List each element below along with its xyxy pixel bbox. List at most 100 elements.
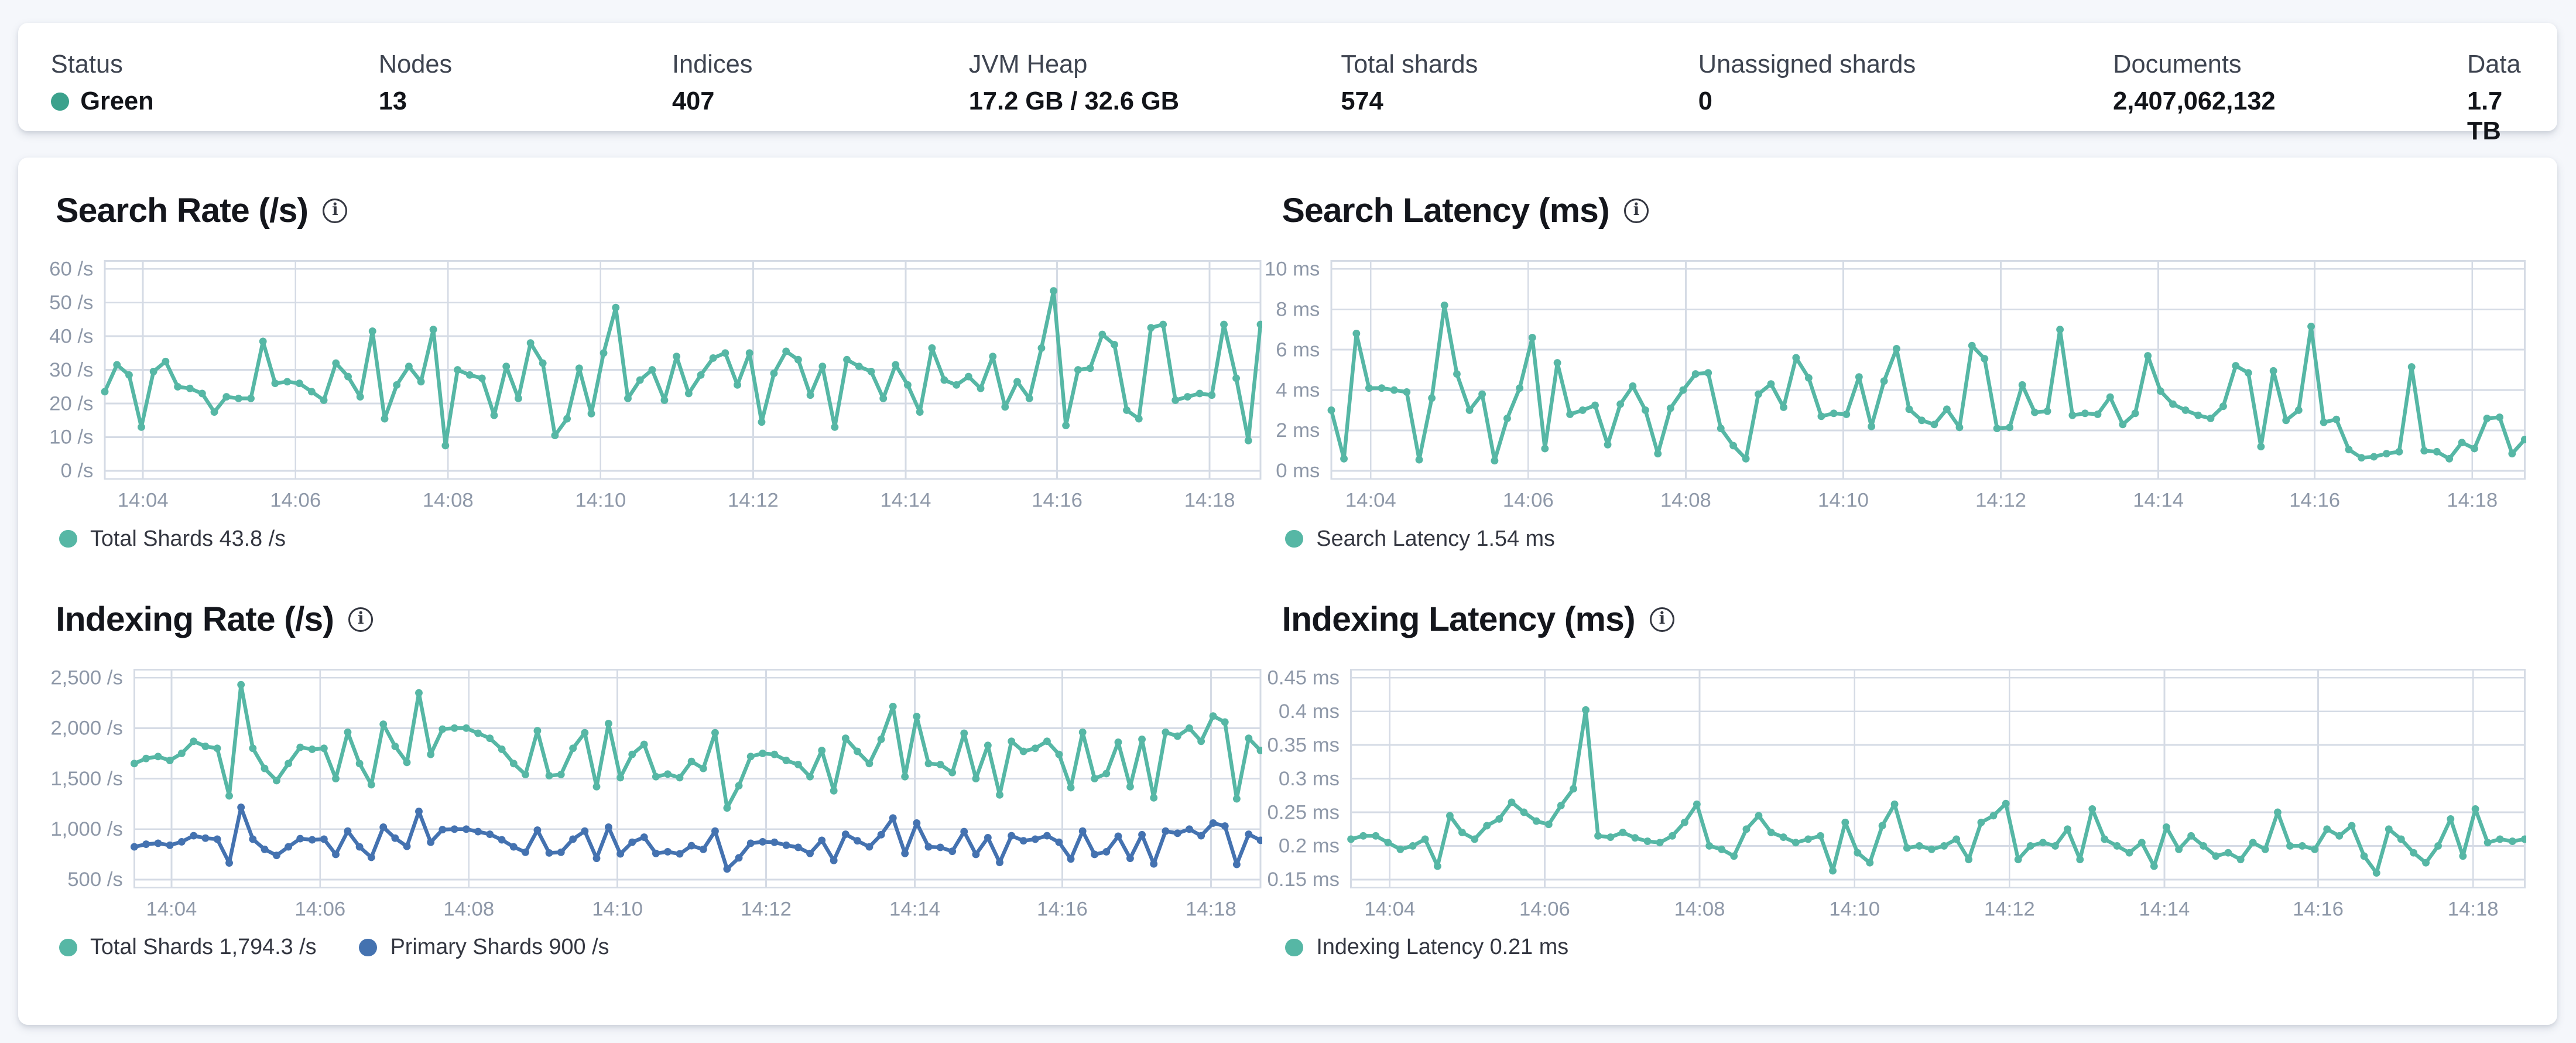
- cluster-overview-bar: Status Green Nodes 13 Indices 407 JVM Heap 17.2…: [18, 23, 2557, 145]
- info-icon[interactable]: i: [1623, 198, 1649, 223]
- y-axis-tick-label: 0.15 ms: [1267, 868, 1339, 891]
- legend-item-primary-shards-900-s[interactable]: Primary Shards 900 /s: [359, 935, 609, 960]
- stat-nodes: Nodes 13: [379, 50, 672, 117]
- stat-label: Unassigned shards: [1698, 50, 1916, 78]
- legend-item-search-latency-1-54-ms[interactable]: Search Latency 1.54 ms: [1285, 526, 1555, 552]
- y-axis-tick-label: 1,500 /s: [51, 768, 123, 790]
- stat-data: Data 1.7 TB: [2467, 50, 2521, 146]
- stat-value: 17.2 GB / 32.6 GB: [968, 87, 1180, 116]
- x-axis-tick-label: 14:16: [2293, 898, 2344, 917]
- legend-label: Search Latency 1.54 ms: [1316, 526, 1555, 551]
- chart-legend: Search Latency 1.54 ms: [1285, 526, 2526, 552]
- x-axis-tick-label: 14:04: [146, 898, 197, 917]
- legend-label: Total Shards 43.8 /s: [90, 526, 286, 551]
- x-axis-tick-label: 14:18: [1186, 898, 1236, 917]
- series-line-search-latency: [1329, 303, 2527, 463]
- search-latency-ms-plot[interactable]: 0 ms 2 ms 4 ms 6 ms 8 ms 10 ms 14:04 14:06 14:08…: [1264, 256, 2529, 511]
- stat-unassigned-shards: Unassigned shards 0: [1698, 50, 2113, 117]
- stat-label: Indices: [672, 50, 753, 78]
- x-axis-tick-label: 14:10: [1818, 489, 1869, 508]
- chart-title-row: Search Latency (ms) i: [1282, 189, 2526, 233]
- stat-value: 1.7 TB: [2467, 87, 2503, 145]
- charts-grid: Search Rate (/s) i 0 /s 10 /s 20 /s 30 /s 40 /…: [39, 189, 2529, 960]
- indexing-rate-s-plot[interactable]: 500 /s 1,000 /s 1,500 /s 2,000 /s 2,500 /s 14…: [39, 665, 1265, 920]
- search-rate-s-plot[interactable]: 0 /s 10 /s 20 /s 30 /s 40 /s 50 /s 60 /s 14:04 1…: [39, 256, 1265, 511]
- legend-label: Indexing Latency 0.21 ms: [1316, 935, 1569, 960]
- y-axis-tick-label: 10 ms: [1266, 258, 1320, 280]
- legend-item-total-shards-1-794-3-s[interactable]: Total Shards 1,794.3 /s: [59, 935, 317, 960]
- x-axis-tick-label: 14:04: [1345, 489, 1396, 508]
- y-axis-tick-label: 2 ms: [1276, 419, 1320, 442]
- x-axis-tick-label: 14:12: [1975, 489, 2026, 508]
- chart-legend: Indexing Latency 0.21 ms: [1285, 935, 2526, 960]
- x-axis-tick-label: 14:16: [2289, 489, 2340, 508]
- y-axis-tick-label: 0.25 ms: [1267, 801, 1339, 823]
- series-line-indexing-latency: [1348, 707, 2527, 875]
- x-axis-tick-label: 14:08: [423, 489, 474, 508]
- legend-item-indexing-latency-0-21-ms[interactable]: Indexing Latency 0.21 ms: [1285, 935, 1568, 960]
- stat-value: 407: [672, 87, 715, 116]
- stat-value: 0: [1698, 87, 1712, 116]
- health-status-dot-icon: [50, 93, 69, 111]
- y-axis-tick-label: 50 /s: [49, 292, 93, 314]
- stat-documents: Documents 2,407,062,132: [2113, 50, 2467, 117]
- x-axis-tick-label: 14:16: [1032, 489, 1083, 508]
- y-axis-tick-label: 0.2 ms: [1278, 835, 1339, 857]
- x-axis-tick-label: 14:16: [1037, 898, 1088, 917]
- stat-jvm-heap: JVM Heap 17.2 GB / 32.6 GB: [968, 50, 1341, 117]
- chart-title: Indexing Latency (ms): [1282, 600, 1636, 639]
- y-axis-tick-label: 10 /s: [49, 426, 93, 448]
- y-axis-tick-label: 0.3 ms: [1278, 768, 1339, 790]
- info-icon[interactable]: i: [348, 607, 374, 632]
- x-axis-tick-label: 14:06: [295, 898, 346, 917]
- x-axis-tick-label: 14:08: [1660, 489, 1711, 508]
- chart-title-row: Indexing Rate (/s) i: [56, 597, 1262, 642]
- info-icon[interactable]: i: [1649, 607, 1674, 632]
- chart-search-rate-s: Search Rate (/s) i 0 /s 10 /s 20 /s 30 /s 40 /…: [39, 189, 1265, 552]
- stat-label: Total shards: [1341, 50, 1478, 78]
- y-axis-tick-label: 6 ms: [1276, 338, 1320, 361]
- legend-dot-icon: [1285, 938, 1303, 957]
- y-axis-tick-label: 4 ms: [1276, 379, 1320, 401]
- x-axis-tick-label: 14:06: [1502, 489, 1553, 508]
- legend-dot-icon: [59, 938, 77, 957]
- info-icon[interactable]: i: [323, 198, 348, 223]
- x-axis-tick-label: 14:10: [592, 898, 643, 917]
- chart-legend: Total Shards 1,794.3 /s Primary Shards 90…: [59, 935, 1262, 960]
- x-axis-tick-label: 14:04: [1364, 898, 1415, 917]
- y-axis-tick-label: 20 /s: [49, 392, 93, 415]
- legend-dot-icon: [59, 529, 77, 548]
- stat-label: Data: [2467, 50, 2521, 78]
- chart-title: Search Rate (/s): [56, 191, 309, 230]
- y-axis-tick-label: 40 /s: [49, 325, 93, 347]
- legend-label: Primary Shards 900 /s: [390, 935, 609, 960]
- indexing-latency-ms-plot[interactable]: 0.15 ms 0.2 ms 0.25 ms 0.3 ms 0.35 ms 0.4 ms 0…: [1266, 665, 2529, 920]
- y-axis-tick-label: 60 /s: [49, 258, 93, 280]
- chart-title-row: Search Rate (/s) i: [56, 189, 1262, 233]
- x-axis-tick-label: 14:08: [443, 898, 494, 917]
- x-axis-tick-label: 14:08: [1674, 898, 1725, 917]
- x-axis-tick-label: 14:14: [889, 898, 940, 917]
- x-axis-tick-label: 14:18: [2447, 898, 2498, 917]
- x-axis-tick-label: 14:12: [1984, 898, 2034, 917]
- x-axis-tick-label: 14:14: [2139, 898, 2190, 917]
- x-axis-tick-label: 14:04: [118, 489, 169, 508]
- stat-value: Green: [50, 87, 379, 116]
- chart-search-latency-ms: Search Latency (ms) i 0 ms 2 ms 4 ms 6 ms 8 ms…: [1264, 189, 2529, 552]
- x-axis-tick-label: 14:10: [1829, 898, 1880, 917]
- legend-dot-icon: [1285, 529, 1303, 548]
- stat-label: Status: [50, 50, 123, 78]
- y-axis-tick-label: 0.45 ms: [1267, 666, 1339, 689]
- stat-label: JVM Heap: [968, 50, 1088, 78]
- y-axis-tick-label: 8 ms: [1276, 298, 1320, 320]
- chart-indexing-latency-ms: Indexing Latency (ms) i 0.15 ms 0.2 ms 0.25 …: [1266, 597, 2529, 960]
- x-axis-tick-label: 14:14: [2133, 489, 2184, 508]
- x-axis-tick-label: 14:06: [1519, 898, 1570, 917]
- x-axis-tick-label: 14:10: [576, 489, 626, 508]
- y-axis-tick-label: 0 ms: [1276, 460, 1320, 482]
- x-axis-tick-label: 14:12: [728, 489, 779, 508]
- y-axis-tick-label: 0 /s: [61, 460, 94, 482]
- x-axis-tick-label: 14:18: [2447, 489, 2498, 508]
- legend-item-total-shards-43-8-s[interactable]: Total Shards 43.8 /s: [59, 526, 286, 552]
- chart-legend: Total Shards 43.8 /s: [59, 526, 1262, 552]
